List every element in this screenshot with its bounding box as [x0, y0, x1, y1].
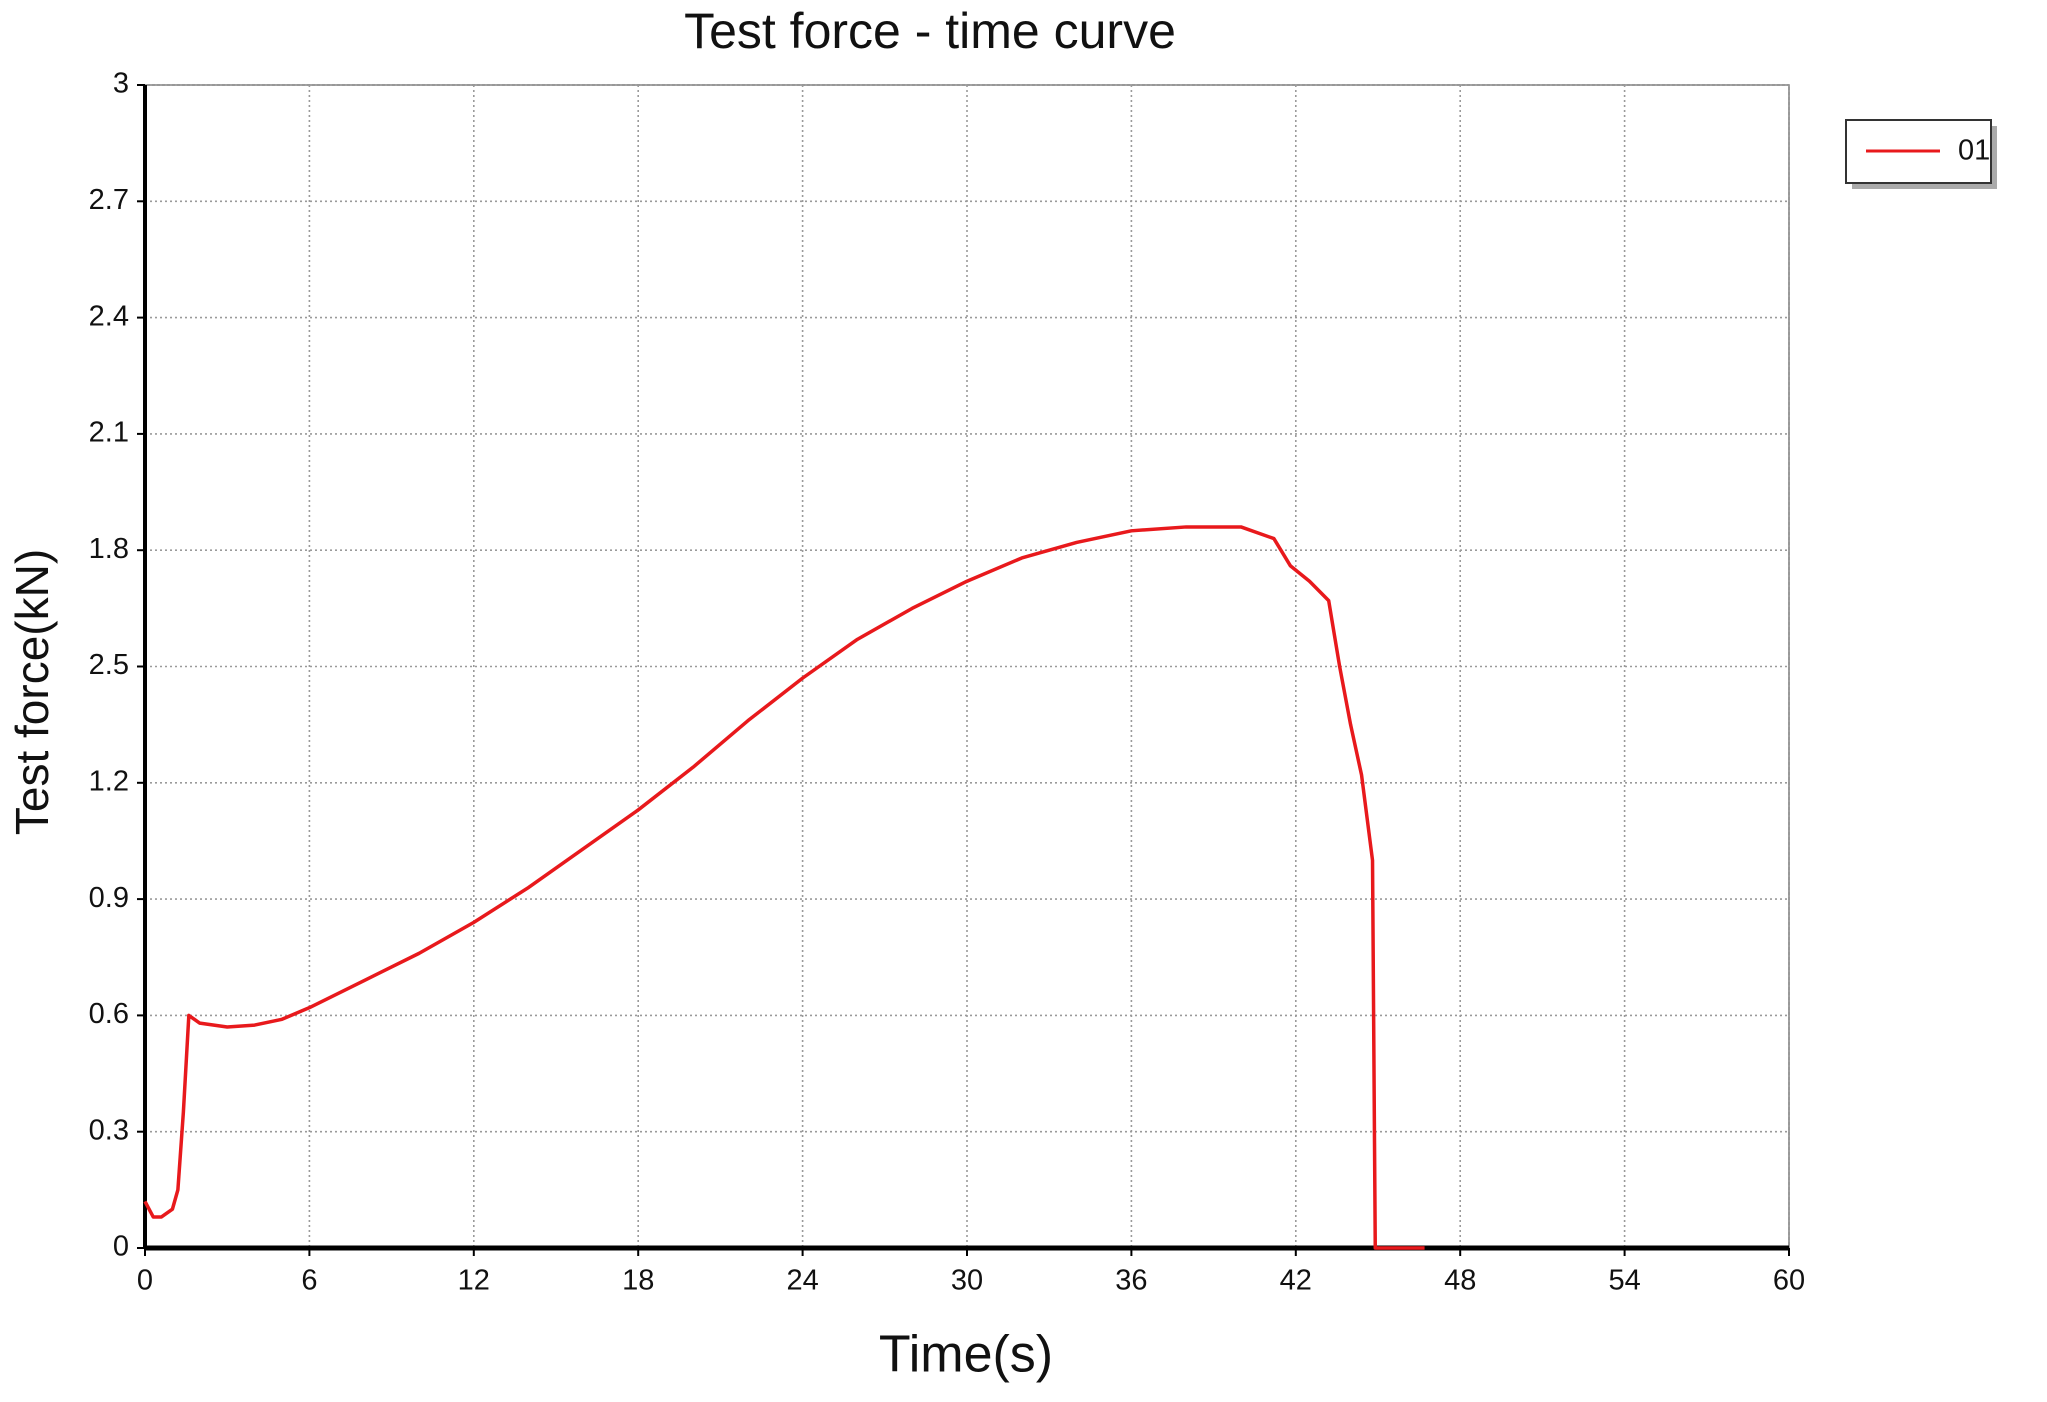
y-tick-label: 2.4 [89, 300, 129, 332]
x-tick-label: 12 [458, 1265, 490, 1297]
data-line [143, 525, 1425, 1250]
x-tick-label: 18 [622, 1265, 654, 1297]
y-tick-label: 2.5 [89, 649, 129, 681]
x-tick-label: 60 [1773, 1265, 1805, 1297]
y-tick-label: 3 [113, 68, 129, 100]
y-tick-label: 0.3 [89, 1114, 129, 1146]
y-tick-label: 1.8 [89, 533, 129, 565]
y-tick-label: 1.2 [89, 765, 129, 797]
legend: 01 [1845, 119, 1997, 189]
legend-label: 01 [1958, 135, 1990, 167]
x-axis-label: Time(s) [879, 1326, 1053, 1384]
y-tick-label: 0.6 [89, 998, 129, 1030]
x-tick-label: 24 [786, 1265, 818, 1297]
y-tick-label: 0.9 [89, 882, 129, 914]
x-tick-label: 54 [1608, 1265, 1640, 1297]
chart-title: Test force - time curve [684, 3, 1176, 59]
x-tick-label: 0 [137, 1265, 153, 1297]
x-tick-label: 6 [301, 1265, 317, 1297]
y-tick-label: 2.7 [89, 184, 129, 216]
y-tick-label: 0 [113, 1231, 129, 1263]
x-tick-label: 30 [951, 1265, 983, 1297]
y-tick-label: 2.1 [89, 417, 129, 449]
x-tick-label: 48 [1444, 1265, 1476, 1297]
x-tick-label: 42 [1280, 1265, 1312, 1297]
y-axis-label: Test force(kN) [6, 549, 58, 835]
x-tick-label: 36 [1115, 1265, 1147, 1297]
